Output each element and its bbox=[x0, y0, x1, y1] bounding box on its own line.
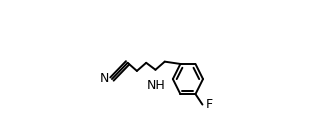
Text: F: F bbox=[206, 97, 213, 110]
Text: N: N bbox=[100, 72, 109, 85]
Text: NH: NH bbox=[147, 79, 165, 92]
